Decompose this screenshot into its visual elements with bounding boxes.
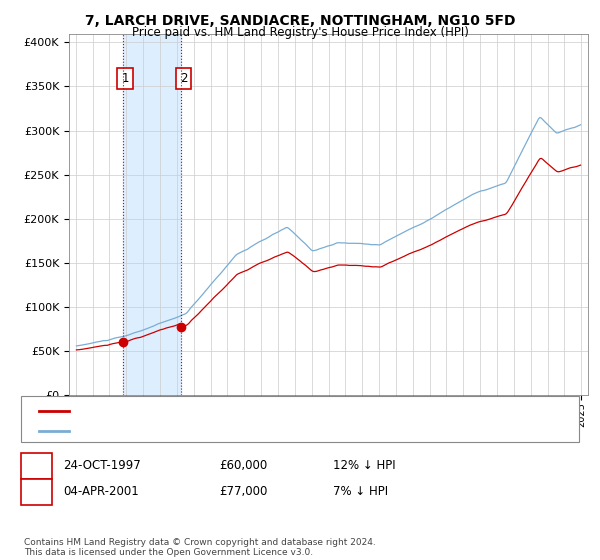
Text: 1: 1: [122, 72, 129, 85]
Text: 2: 2: [33, 485, 40, 498]
Text: Contains HM Land Registry data © Crown copyright and database right 2024.
This d: Contains HM Land Registry data © Crown c…: [24, 538, 376, 557]
Text: 24-OCT-1997: 24-OCT-1997: [63, 459, 141, 473]
Text: Price paid vs. HM Land Registry's House Price Index (HPI): Price paid vs. HM Land Registry's House …: [131, 26, 469, 39]
Text: £77,000: £77,000: [219, 485, 268, 498]
Text: 12% ↓ HPI: 12% ↓ HPI: [333, 459, 395, 473]
Text: HPI: Average price, detached house, Erewash: HPI: Average price, detached house, Erew…: [75, 426, 312, 436]
Bar: [123, 34, 181, 395]
Text: £60,000: £60,000: [219, 459, 267, 473]
Text: 7, LARCH DRIVE, SANDIACRE, NOTTINGHAM, NG10 5FD (detached house): 7, LARCH DRIVE, SANDIACRE, NOTTINGHAM, N…: [75, 405, 457, 416]
Text: 1: 1: [33, 459, 40, 473]
Text: 7% ↓ HPI: 7% ↓ HPI: [333, 485, 388, 498]
Text: 04-APR-2001: 04-APR-2001: [63, 485, 139, 498]
Text: 2: 2: [180, 72, 187, 85]
Text: 7, LARCH DRIVE, SANDIACRE, NOTTINGHAM, NG10 5FD: 7, LARCH DRIVE, SANDIACRE, NOTTINGHAM, N…: [85, 14, 515, 28]
